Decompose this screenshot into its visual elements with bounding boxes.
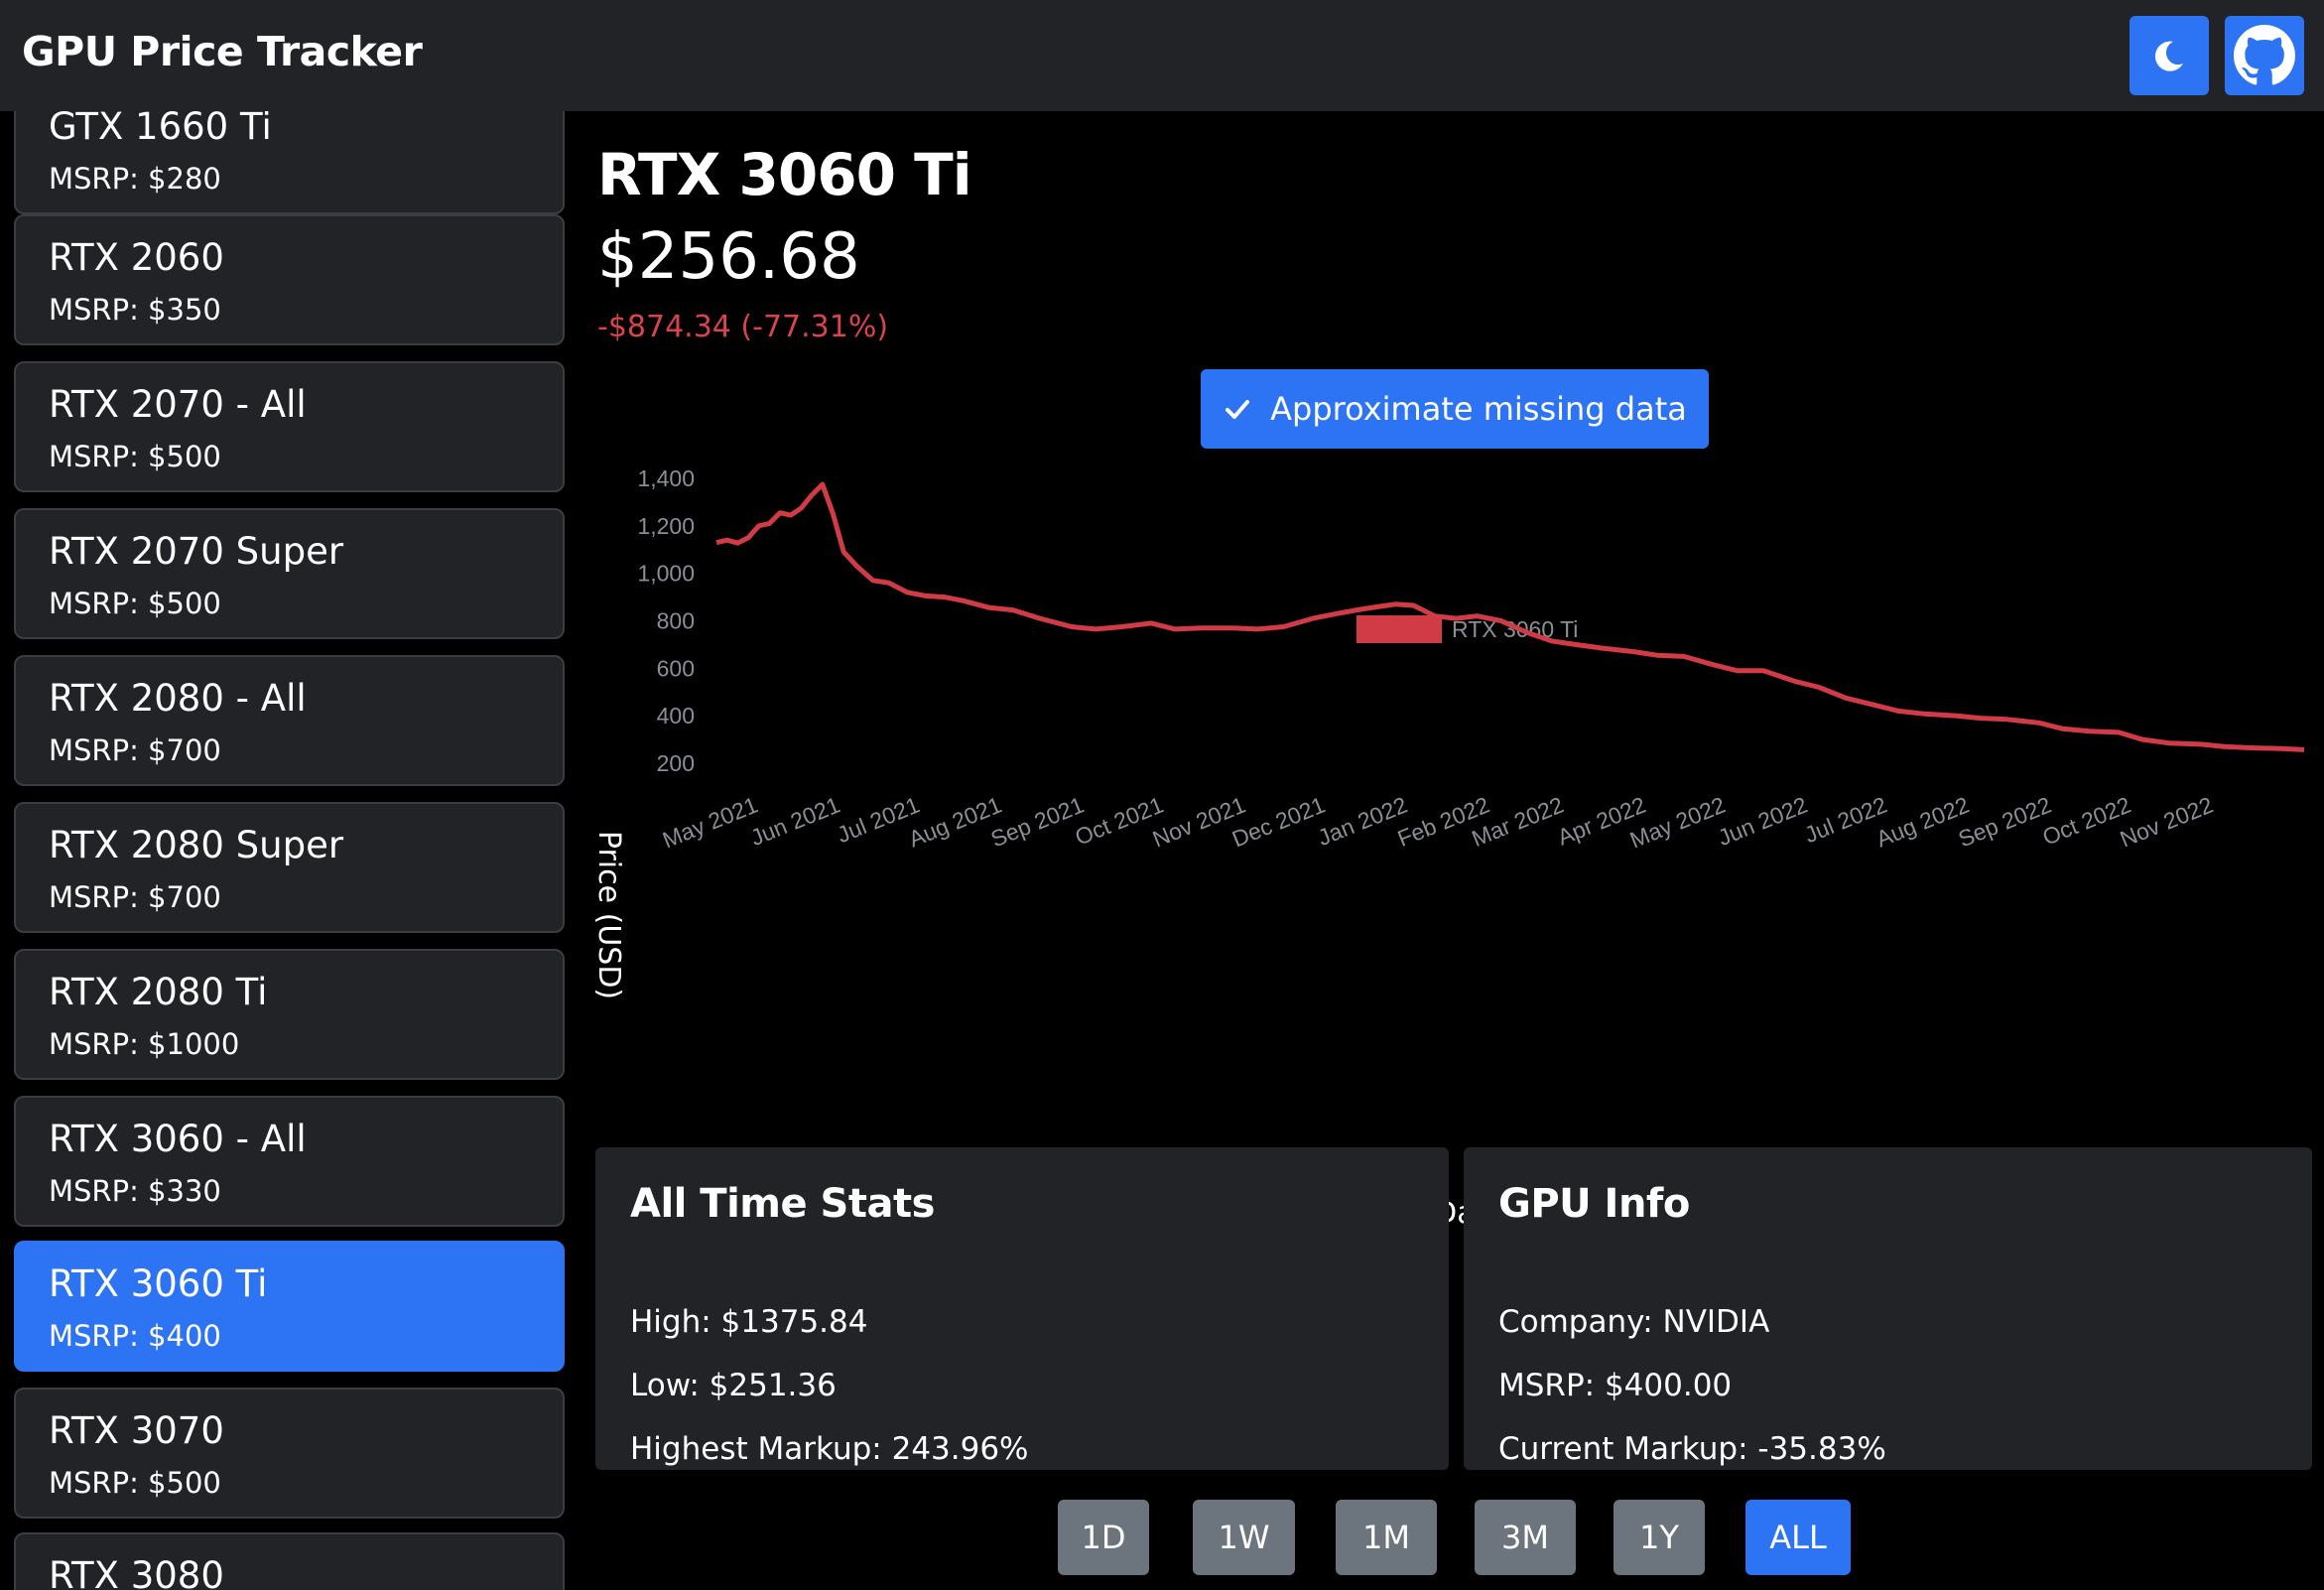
theme-toggle-button[interactable] xyxy=(2130,16,2209,95)
checkmark-icon xyxy=(1226,400,1250,419)
price-change: -$874.34 (-77.31%) xyxy=(597,310,889,344)
range-button-all[interactable]: ALL xyxy=(1745,1500,1851,1575)
gpu-list-item[interactable]: RTX 2080 - All MSRP: $700 xyxy=(14,655,565,786)
gpu-list-item[interactable]: RTX 2060 MSRP: $350 xyxy=(14,214,565,345)
y-tick-label: 1,400 xyxy=(637,468,695,491)
x-tick-label: Aug 2022 xyxy=(1872,792,1973,853)
gpu-list-item-selected[interactable]: RTX 3060 Ti MSRP: $400 xyxy=(14,1241,565,1372)
x-tick-label: May 2021 xyxy=(659,792,761,854)
x-tick-label: Aug 2021 xyxy=(905,792,1005,853)
approximate-missing-data-button[interactable]: Approximate missing data xyxy=(1201,369,1709,449)
x-tick-label: Sep 2022 xyxy=(1955,792,2055,853)
y-tick-label: 1,000 xyxy=(637,561,695,587)
x-tick-label: Jun 2021 xyxy=(747,792,843,852)
x-tick-label: Oct 2022 xyxy=(2039,792,2134,851)
gpu-list-item-name: RTX 2060 xyxy=(49,236,224,279)
moon-icon xyxy=(2154,41,2183,71)
y-tick-label: 600 xyxy=(657,655,695,681)
gpu-list-item-name: RTX 3060 - All xyxy=(49,1118,307,1160)
gpu-list-item[interactable]: RTX 3060 - All MSRP: $330 xyxy=(14,1096,565,1227)
gpu-list-item-msrp: MSRP: $1000 xyxy=(49,1027,240,1061)
info-current-markup: Current Markup: -35.83% xyxy=(1498,1431,1886,1467)
gpu-list-sidebar: GTX 1660 Ti MSRP: $280 RTX 2060 MSRP: $3… xyxy=(0,111,578,1590)
gpu-list-item-msrp: MSRP: $700 xyxy=(49,733,221,767)
gpu-list-item-name: RTX 3060 Ti xyxy=(49,1262,268,1305)
gpu-list-item-name: RTX 3080 xyxy=(49,1554,224,1590)
stats-highest-markup: Highest Markup: 243.96% xyxy=(630,1431,1029,1467)
gpu-list-item-msrp: MSRP: $350 xyxy=(49,293,221,327)
info-msrp: MSRP: $400.00 xyxy=(1498,1368,1733,1403)
gpu-list-item-name: RTX 2080 - All xyxy=(49,677,307,720)
gpu-list-item-msrp: MSRP: $400 xyxy=(49,1319,221,1353)
y-tick-label: 400 xyxy=(657,703,695,729)
gpu-list-item[interactable]: RTX 2080 Ti MSRP: $1000 xyxy=(14,949,565,1080)
series-line[interactable] xyxy=(715,481,2305,752)
gpu-list-item-msrp: MSRP: $700 xyxy=(49,880,221,914)
top-navbar: GPU Price Tracker xyxy=(0,0,2324,111)
y-tick-label: 800 xyxy=(657,608,695,634)
info-title: GPU Info xyxy=(1498,1181,1690,1227)
gpu-list-item-name: RTX 2080 Super xyxy=(49,824,344,866)
gpu-list-item-msrp: MSRP: $280 xyxy=(49,162,221,196)
approximate-missing-data-label: Approximate missing data xyxy=(1270,390,1687,428)
gpu-list-item-name: RTX 2080 Ti xyxy=(49,971,268,1013)
all-time-stats-card: All Time Stats High: $1375.84 Low: $251.… xyxy=(595,1147,1449,1470)
range-button-1d[interactable]: 1D xyxy=(1058,1500,1149,1575)
gpu-list-item-msrp: MSRP: $500 xyxy=(49,440,221,473)
gpu-info-card: GPU Info Company: NVIDIA MSRP: $400.00 C… xyxy=(1464,1147,2312,1470)
gpu-list-item[interactable]: RTX 2080 Super MSRP: $700 xyxy=(14,802,565,933)
info-company: Company: NVIDIA xyxy=(1498,1304,1770,1340)
gpu-list-item[interactable]: RTX 3080 xyxy=(14,1532,565,1590)
gpu-list-item-name: RTX 2070 - All xyxy=(49,383,307,426)
gpu-list-item-msrp: MSRP: $500 xyxy=(49,587,221,620)
range-button-1w[interactable]: 1W xyxy=(1193,1500,1295,1575)
x-tick-label: Jan 2022 xyxy=(1314,792,1410,852)
gpu-list-item[interactable]: GTX 1660 Ti MSRP: $280 xyxy=(14,111,565,214)
x-tick-label: Nov 2022 xyxy=(2117,792,2217,853)
x-tick-label: Jun 2022 xyxy=(1715,792,1811,852)
x-tick-label: Sep 2021 xyxy=(987,792,1088,853)
gpu-list-item-msrp: MSRP: $330 xyxy=(49,1174,221,1208)
gpu-list-item[interactable]: RTX 2070 - All MSRP: $500 xyxy=(14,361,565,492)
gpu-list-item-name: RTX 3070 xyxy=(49,1409,224,1452)
range-button-1y[interactable]: 1Y xyxy=(1614,1500,1705,1575)
x-tick-label: Oct 2021 xyxy=(1072,792,1167,851)
range-button-1m[interactable]: 1M xyxy=(1336,1500,1437,1575)
stats-high: High: $1375.84 xyxy=(630,1304,868,1340)
gpu-list-item-name: GTX 1660 Ti xyxy=(49,111,272,148)
x-tick-label: Dec 2021 xyxy=(1228,792,1329,853)
y-tick-label: 200 xyxy=(657,750,695,776)
gpu-list-item[interactable]: RTX 2070 Super MSRP: $500 xyxy=(14,508,565,639)
gpu-title: RTX 3060 Ti xyxy=(597,141,972,208)
gpu-list-item[interactable]: RTX 3070 MSRP: $500 xyxy=(14,1388,565,1519)
price-chart: RTX 3060 Ti 1,4001,2001,000800600400200 … xyxy=(591,468,2305,1231)
gpu-list-item-name: RTX 2070 Super xyxy=(49,530,344,573)
current-price: $256.68 xyxy=(597,220,860,294)
legend-swatch xyxy=(1356,615,1442,643)
app-title[interactable]: GPU Price Tracker xyxy=(22,28,423,75)
stats-title: All Time Stats xyxy=(630,1181,935,1227)
gpu-list-item-msrp: MSRP: $500 xyxy=(49,1466,221,1500)
github-icon xyxy=(2234,25,2295,85)
github-button[interactable] xyxy=(2225,16,2304,95)
range-button-3m[interactable]: 3M xyxy=(1475,1500,1576,1575)
y-axis-title: Price (USD) xyxy=(591,831,626,999)
main-panel: RTX 3060 Ti $256.68 -$874.34 (-77.31%) A… xyxy=(578,111,2324,1590)
stats-low: Low: $251.36 xyxy=(630,1368,837,1403)
y-tick-label: 1,200 xyxy=(637,513,695,539)
